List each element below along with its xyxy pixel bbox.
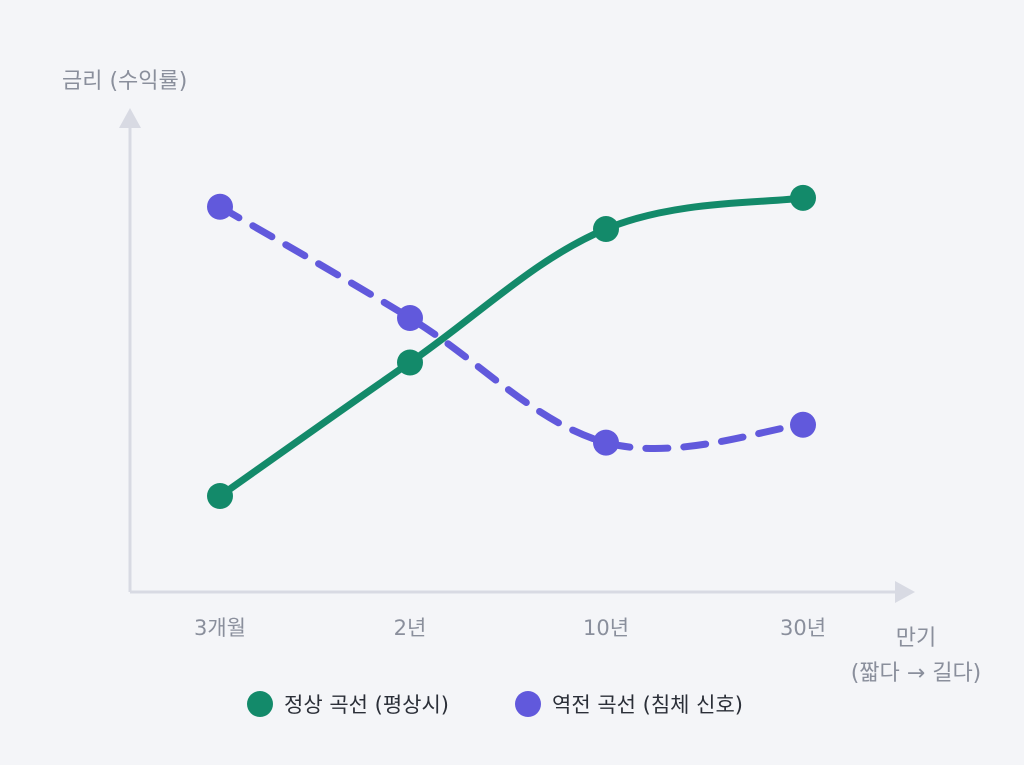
x-axis-label-line1: 만기 [896, 626, 936, 651]
series-0-point [207, 483, 233, 509]
y-axis-label: 금리 (수익률) [62, 69, 187, 94]
axes [119, 108, 915, 603]
y-axis-arrow-icon [119, 108, 141, 128]
x-tick-label: 30년 [780, 616, 826, 640]
x-tick-label: 3개월 [194, 616, 246, 640]
series-1-point [397, 305, 423, 331]
legend-swatch-normal [247, 691, 273, 717]
series-0-point [593, 216, 619, 242]
series-layer [207, 184, 816, 509]
legend-label-inverted: 역전 곡선 (침체 신호) [552, 693, 743, 717]
series-0-point [790, 184, 816, 211]
x-tick-labels: 3개월 2년 10년 30년 [194, 616, 826, 640]
series-line-0 [216, 194, 807, 500]
series-line-1 [216, 203, 807, 452]
x-axis-label-line2: (짧다 → 길다) [851, 661, 982, 686]
legend-swatch-inverted [515, 691, 541, 717]
x-axis-arrow-icon [895, 581, 915, 603]
x-tick-label: 2년 [394, 616, 427, 640]
x-tick-label: 10년 [583, 616, 629, 640]
series-1-point [207, 193, 233, 220]
legend-label-normal: 정상 곡선 (평상시) [284, 693, 449, 717]
series-1-point [593, 429, 619, 456]
legend: 정상 곡선 (평상시) 역전 곡선 (침체 신호) [247, 691, 743, 717]
series-1-point [790, 411, 816, 438]
series-0-point [397, 349, 423, 376]
